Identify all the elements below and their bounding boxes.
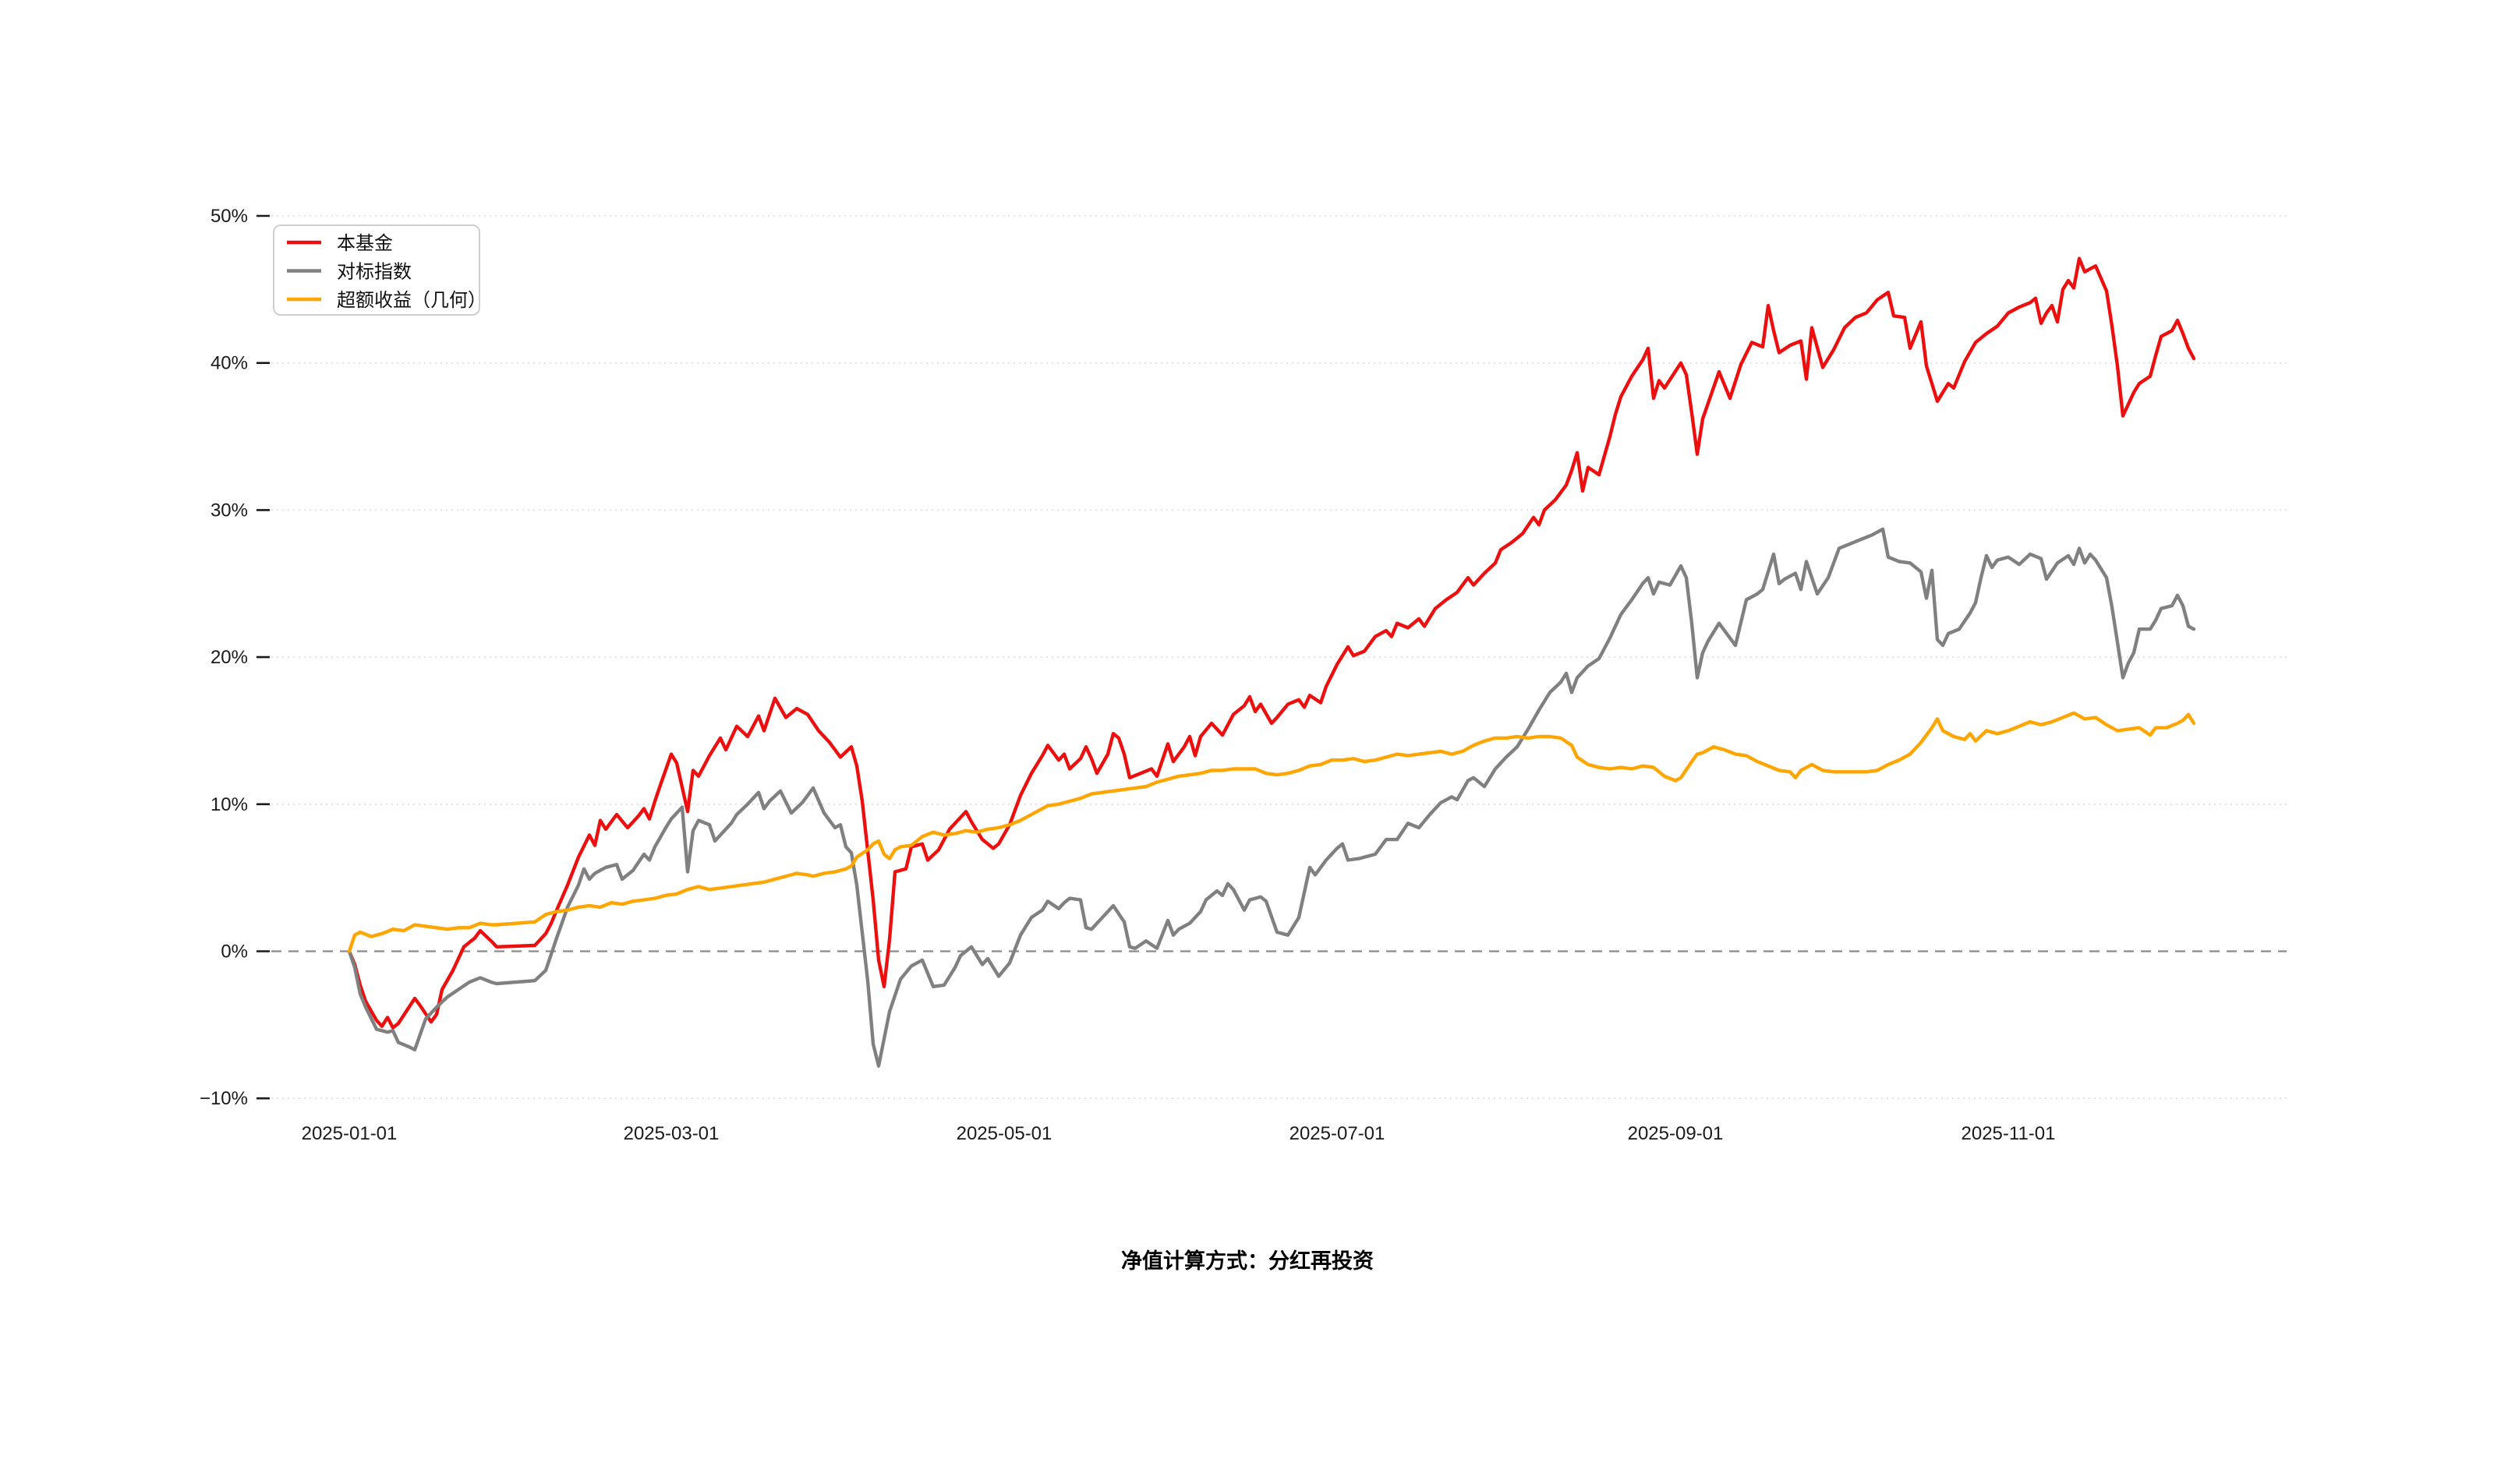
- legend-label-benchmark: 对标指数: [337, 262, 412, 283]
- caption: 净值计算方式：分红再投资: [1121, 1249, 1374, 1273]
- fund-line: [347, 256, 2196, 1030]
- excess-line: [347, 711, 2196, 953]
- gridlines: [271, 215, 2287, 1099]
- x-tick-label-2025-01-01: 2025-01-01: [302, 1123, 398, 1144]
- benchmark-line: [347, 527, 2196, 1068]
- y-tick-label-40: 40%: [210, 353, 248, 374]
- y-tick-label-30: 30%: [210, 500, 248, 521]
- y-tick-label-20: 20%: [210, 647, 248, 668]
- y-tick-label-0: 0%: [221, 942, 248, 963]
- y-tick-label--10: −10%: [200, 1088, 248, 1109]
- x-tick-label-2025-09-01: 2025-09-01: [1628, 1123, 1724, 1144]
- y-tick-label-50: 50%: [210, 206, 248, 227]
- y-axis-labels: 50% 40% 30% 20% 10% 0% −10%: [200, 206, 270, 1109]
- legend-label-fund: 本基金: [337, 233, 393, 254]
- y-tick-label-10: 10%: [210, 794, 248, 815]
- x-axis-labels: 2025-01-01 2025-03-01 2025-05-01 2025-07-01…: [302, 1123, 2056, 1144]
- legend-box: [273, 224, 480, 316]
- x-tick-label-2025-07-01: 2025-07-01: [1289, 1123, 1385, 1144]
- x-tick-label-2025-11-01: 2025-11-01: [1962, 1123, 2056, 1144]
- x-tick-label-2025-03-01: 2025-03-01: [624, 1123, 720, 1144]
- x-tick-label-2025-05-01: 2025-05-01: [957, 1123, 1052, 1144]
- series-lines: [347, 256, 2196, 1068]
- legend-label-excess: 超额收益（几何）: [337, 290, 486, 311]
